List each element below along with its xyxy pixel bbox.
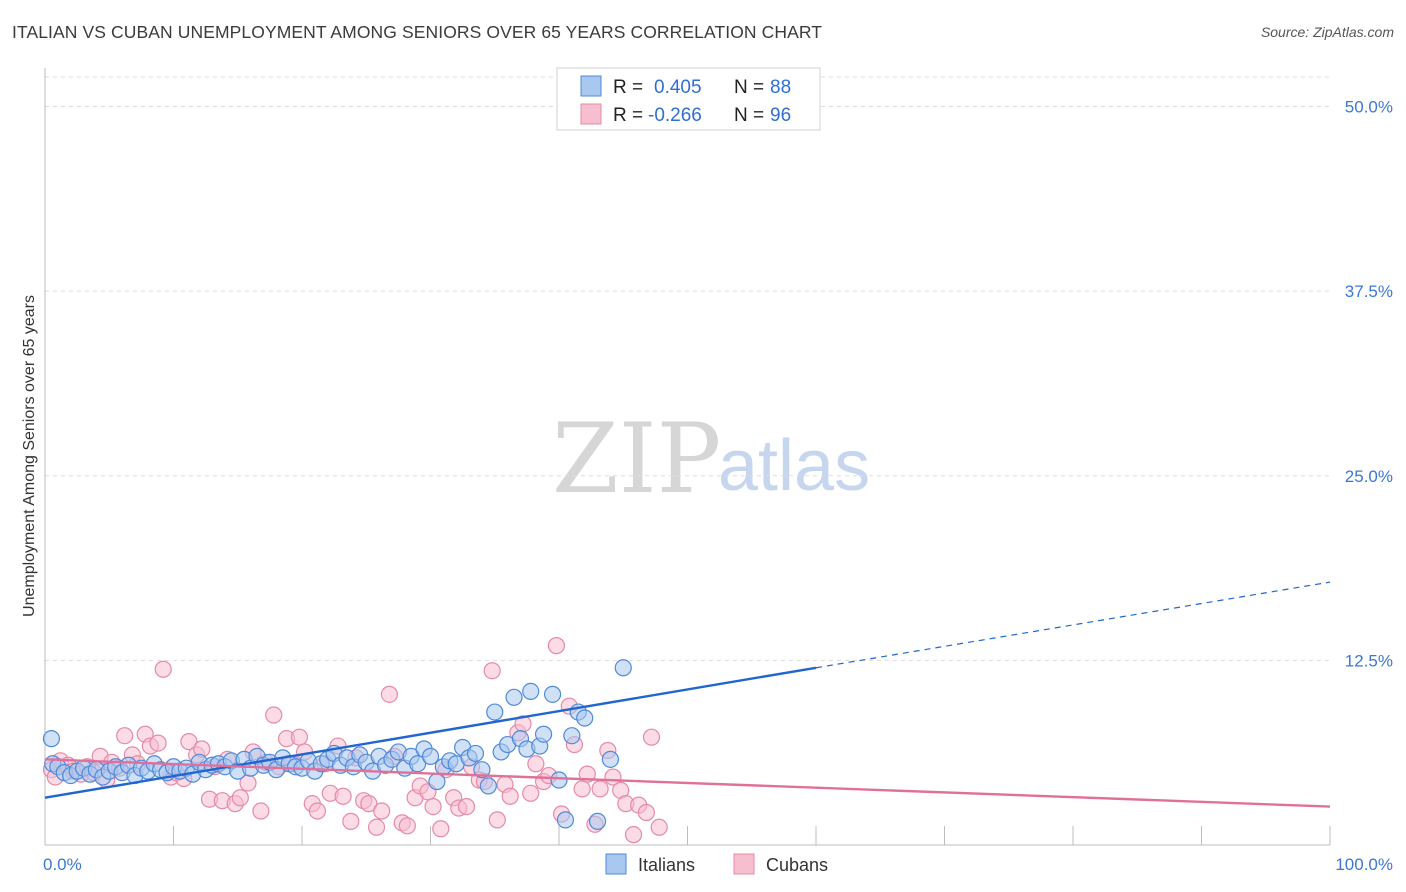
cubans-point bbox=[252, 802, 270, 820]
italians-point bbox=[409, 755, 427, 773]
x-tick-labels: 0.0% 100.0% bbox=[43, 855, 1393, 874]
legend-swatch-cubans bbox=[580, 103, 602, 125]
cubans-point bbox=[488, 811, 506, 829]
cubans-point bbox=[591, 780, 609, 798]
cubans-point bbox=[501, 787, 519, 805]
italians-point bbox=[614, 659, 632, 677]
italians-point bbox=[556, 811, 575, 829]
cubans-point bbox=[424, 797, 442, 816]
legend-r-label-cubans: R = bbox=[613, 105, 643, 126]
italians-point bbox=[576, 709, 594, 727]
italians-point bbox=[486, 703, 504, 721]
italians-point bbox=[563, 727, 581, 745]
italians-trend-extension bbox=[815, 581, 1331, 669]
bottom-legend-label-cubans: Cubans bbox=[766, 855, 828, 875]
italians-point bbox=[588, 812, 607, 830]
source-label: Source: ZipAtlas.com bbox=[1260, 24, 1394, 40]
x-tick-label-max: 100.0% bbox=[1335, 855, 1393, 874]
cubans-point bbox=[360, 795, 378, 813]
axes bbox=[44, 68, 1331, 846]
cubans-point bbox=[624, 826, 643, 844]
cubans-point bbox=[373, 802, 391, 820]
italians-point bbox=[505, 688, 523, 706]
cubans-point bbox=[522, 784, 540, 802]
y-axis-label: Unemployment Among Seniors over 65 years bbox=[21, 295, 38, 617]
italians-point bbox=[479, 777, 497, 795]
italians-point bbox=[473, 761, 491, 779]
y-tick-labels: 12.5% 25.0% 37.5% 50.0% bbox=[1345, 98, 1393, 671]
cubans-point bbox=[231, 789, 249, 807]
bottom-legend-label-italians: Italians bbox=[638, 855, 695, 875]
y-tick-label: 25.0% bbox=[1345, 467, 1393, 486]
legend-swatch-italians bbox=[580, 75, 602, 97]
italians-point bbox=[534, 725, 553, 743]
bottom-legend-swatch-cubans bbox=[733, 853, 755, 875]
cubans-point bbox=[290, 728, 309, 746]
cubans-point bbox=[308, 802, 327, 820]
watermark-atlas: atlas bbox=[718, 426, 870, 506]
cubans-point bbox=[547, 637, 566, 655]
cubans-point bbox=[457, 797, 476, 816]
series-legend: Italians Cubans bbox=[605, 853, 828, 875]
y-tick-label: 50.0% bbox=[1345, 98, 1393, 117]
bottom-legend-swatch-italians bbox=[605, 853, 627, 875]
legend-n-label-italians: N = bbox=[734, 77, 764, 98]
cubans-point bbox=[483, 662, 501, 680]
cubans-point bbox=[367, 818, 386, 836]
cubans-point bbox=[573, 780, 591, 798]
cubans-point bbox=[116, 727, 134, 745]
y-tick-label: 12.5% bbox=[1345, 651, 1393, 670]
cubans-trend-line bbox=[44, 758, 1331, 808]
legend-r-value-italians: 0.405 bbox=[654, 77, 702, 98]
italians-point bbox=[42, 730, 61, 748]
stats-legend: R = 0.405 N = 88 R = -0.266 N = 96 bbox=[556, 67, 821, 131]
cubans-point bbox=[637, 803, 655, 822]
italians-point bbox=[428, 772, 446, 791]
cubans-point bbox=[527, 755, 545, 773]
data-points bbox=[42, 637, 668, 844]
x-tick-label-min: 0.0% bbox=[43, 855, 82, 874]
y-tick-label: 37.5% bbox=[1345, 282, 1393, 301]
cubans-point bbox=[342, 812, 360, 830]
cubans-point bbox=[180, 733, 198, 751]
cubans-point bbox=[650, 818, 668, 836]
legend-n-value-cubans: 96 bbox=[770, 105, 791, 126]
italians-point bbox=[550, 771, 568, 789]
italians-point bbox=[543, 685, 562, 703]
legend-n-label-cubans: N = bbox=[734, 105, 764, 126]
cubans-point bbox=[149, 734, 167, 752]
gridlines bbox=[45, 76, 1330, 661]
cubans-point bbox=[432, 820, 450, 838]
legend-r-value-cubans: -0.266 bbox=[648, 105, 702, 126]
legend-n-value-italians: 88 bbox=[770, 77, 791, 98]
italians-point bbox=[466, 744, 485, 763]
cubans-point bbox=[334, 787, 352, 805]
cubans-point bbox=[642, 728, 661, 746]
italians-point bbox=[522, 682, 540, 701]
italians-point bbox=[421, 747, 440, 765]
italians-trend-line bbox=[44, 666, 817, 799]
cubans-point bbox=[398, 817, 416, 835]
cubans-point bbox=[380, 685, 398, 703]
page-title: ITALIAN VS CUBAN UNEMPLOYMENT AMONG SENI… bbox=[12, 22, 823, 42]
trend-lines bbox=[44, 581, 1331, 808]
cubans-point bbox=[265, 706, 283, 724]
cubans-point bbox=[154, 660, 172, 678]
italians-point bbox=[601, 750, 620, 768]
watermark-zip: ZIP bbox=[552, 403, 721, 515]
legend-r-label-italians: R = bbox=[613, 77, 643, 98]
